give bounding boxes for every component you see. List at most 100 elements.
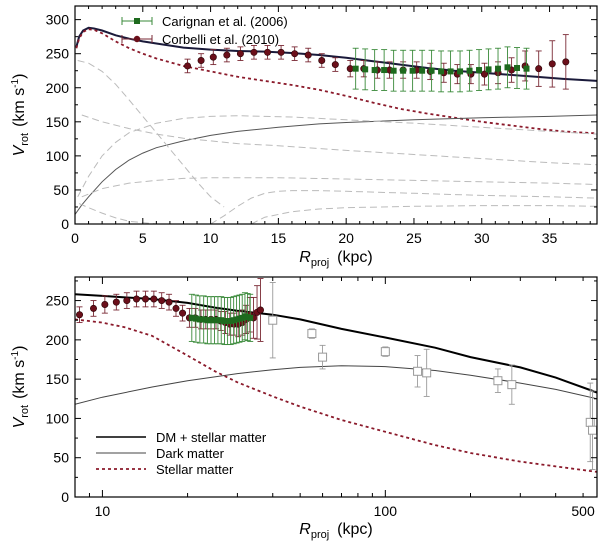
point-outer-halo <box>268 315 278 325</box>
point-carignan-et-al-2006- <box>476 67 483 74</box>
y-tick-label: 150 <box>46 114 70 130</box>
point-corbelli-log <box>133 295 141 303</box>
point-corbelli-et-al-2010- <box>480 70 488 78</box>
y-tick-label: 50 <box>53 182 69 198</box>
x-tick-label: 35 <box>542 230 558 246</box>
point-corbelli-et-al-2010- <box>562 58 570 66</box>
point-corbelli-log <box>165 298 173 306</box>
y-axis-unit-exp: -1 <box>10 78 21 87</box>
point-carignan-log <box>218 317 225 324</box>
point-carignan-et-al-2006- <box>466 67 473 74</box>
point-carignan-et-al-2006- <box>514 64 521 71</box>
plot-area <box>75 278 597 473</box>
point-corbelli-et-al-2010- <box>291 50 299 58</box>
point-corbelli-log <box>112 298 120 306</box>
point-outer-halo <box>493 376 503 386</box>
point-carignan-log <box>214 317 221 324</box>
point-corbelli-et-al-2010- <box>223 51 231 59</box>
point-outer-halo <box>318 352 328 362</box>
point-corbelli-et-al-2010- <box>264 48 272 56</box>
point-carignan-log <box>221 318 228 324</box>
y-axis-unit-close: ) <box>11 346 28 351</box>
point-corbelli-log <box>172 304 180 312</box>
point-carignan-et-al-2006- <box>447 68 454 75</box>
point-corbelli-log <box>123 297 131 305</box>
point-outer-halo <box>380 347 390 357</box>
top-panel: 0 50 100 150 200 250 300 0 5 10 15 20 25 30 35 Rproj (kp… <box>10 5 598 269</box>
series-line-comp6 <box>78 203 238 224</box>
series-line-dark-matter <box>75 365 597 405</box>
point-carignan-et-al-2006- <box>371 67 378 74</box>
point-corbelli-et-al-2010- <box>304 51 312 59</box>
y-axis-unit: (km s <box>11 360 28 399</box>
x-tick-label: 10 <box>95 503 111 519</box>
series-line-dm-stellar-matter <box>75 293 597 394</box>
y-tick-label: 200 <box>46 332 70 348</box>
y-tick-label: 250 <box>46 293 70 309</box>
x-tick-label: 10 <box>203 230 219 246</box>
point-corbelli-log <box>256 306 264 314</box>
point-carignan-log <box>247 314 254 321</box>
x-tick-label: 5 <box>139 230 147 246</box>
x-axis-var: R <box>299 521 311 538</box>
y-tick-label: 0 <box>61 489 69 505</box>
x-axis-unit: (kpc) <box>337 249 373 266</box>
point-corbelli-et-al-2010- <box>277 48 285 56</box>
point-carignan-log <box>211 317 218 324</box>
x-axis-title: Rproj (kpc) <box>299 249 372 269</box>
point-corbelli-log <box>158 297 166 305</box>
x-tick-label: 25 <box>406 230 422 246</box>
point-carignan-et-al-2006- <box>428 67 435 74</box>
point-corbelli-et-al-2010- <box>250 48 258 56</box>
point-carignan-et-al-2006- <box>352 65 359 72</box>
point-outer-halo <box>307 329 317 339</box>
point-corbelli-et-al-2010- <box>331 61 339 69</box>
plot-frame <box>74 276 598 498</box>
point-corbelli-et-al-2010- <box>548 60 556 68</box>
point-carignan-et-al-2006- <box>457 68 464 75</box>
y-axis-var: V <box>11 416 28 428</box>
point-corbelli-log <box>150 295 158 303</box>
point-corbelli-et-al-2010- <box>346 65 354 73</box>
legend-marker-corbelli <box>133 35 141 43</box>
point-carignan-et-al-2006- <box>390 67 397 74</box>
point-carignan-log <box>188 314 195 321</box>
point-carignan-et-al-2006- <box>409 67 416 74</box>
point-corbelli-et-al-2010- <box>535 65 543 73</box>
point-carignan-et-al-2006- <box>362 66 369 73</box>
point-carignan-et-al-2006- <box>485 66 492 73</box>
y-axis-title: Vrot (km s-1) <box>10 74 31 157</box>
x-axis-sub: proj <box>311 257 329 269</box>
y-tick-label: 100 <box>46 410 70 426</box>
plot-frame <box>74 5 598 225</box>
y-axis-title: Vrot (km s-1) <box>10 346 31 429</box>
point-carignan-log <box>192 315 199 322</box>
y-tick-label: 200 <box>46 80 70 96</box>
x-tick-label: 30 <box>474 230 490 246</box>
point-carignan-et-al-2006- <box>504 64 511 71</box>
point-carignan-et-al-2006- <box>523 65 530 72</box>
x-tick-label: 100 <box>374 503 398 519</box>
point-corbelli-log <box>101 300 109 308</box>
y-tick-label: 50 <box>53 450 69 466</box>
series-line-dark <box>75 114 597 215</box>
x-tick-label: 0 <box>71 230 79 246</box>
x-axis-unit: (kpc) <box>337 521 373 538</box>
point-corbelli-et-al-2010- <box>236 50 244 58</box>
y-tick-label: 0 <box>61 216 69 232</box>
y-axis-unit-close: ) <box>11 74 28 79</box>
point-outer-halo <box>588 425 597 435</box>
point-outer-halo <box>507 380 517 390</box>
point-corbelli-et-al-2010- <box>184 62 192 70</box>
bottom-panel: 0 50 100 150 200 250 10 100 500 Rproj (kpc) Vrot (km… <box>10 276 598 541</box>
y-axis-var: V <box>11 144 28 156</box>
series-line-stellar <box>75 28 597 135</box>
y-tick-label: 150 <box>46 371 70 387</box>
y-axis-sub: rot <box>19 405 31 418</box>
y-tick-label: 250 <box>46 46 70 62</box>
y-axis-sub: rot <box>19 133 31 146</box>
point-corbelli-et-al-2010- <box>209 53 217 61</box>
point-outer-halo <box>422 368 432 378</box>
legend-top: Carignan et al. (2006) Corbelli et al. (2… <box>121 14 288 47</box>
